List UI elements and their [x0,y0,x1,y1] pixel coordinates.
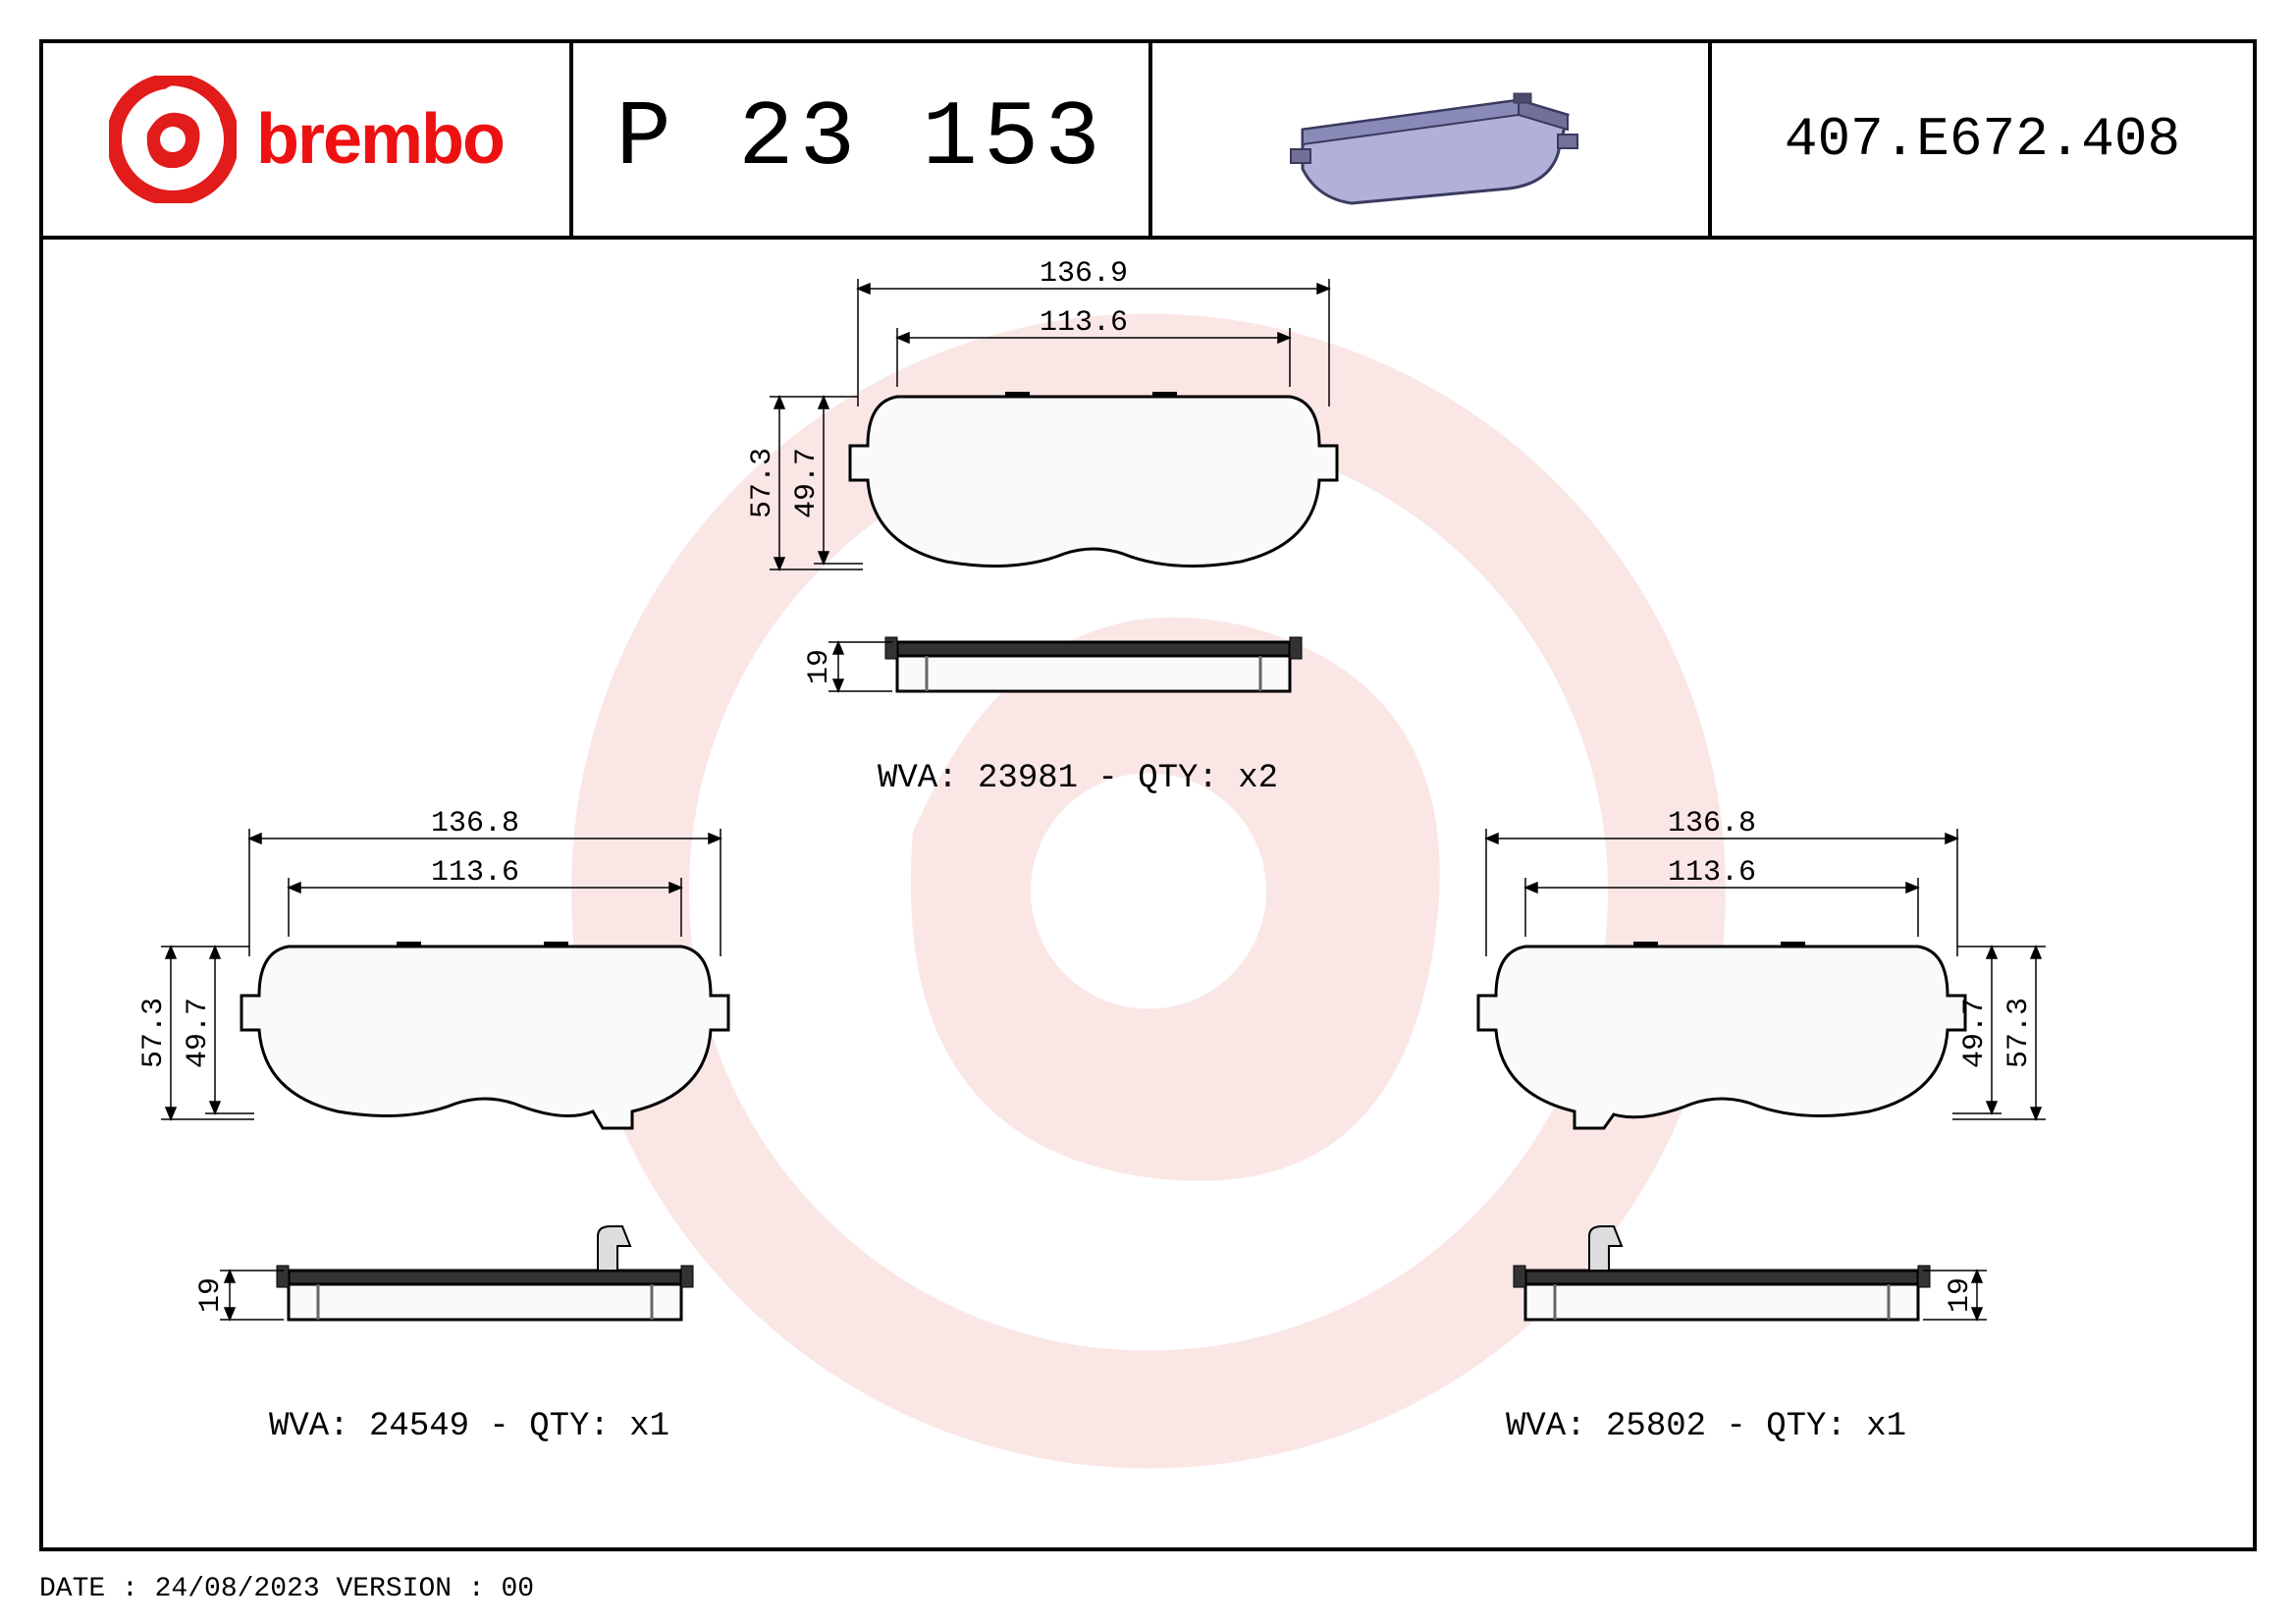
pad-left-drawing: 136.8 113.6 57 [102,799,848,1467]
brand-name: brembo [256,99,504,180]
dim-outer-height: 57.3 [2002,998,2036,1068]
logo-cell: brembo [43,43,573,236]
dim-inner-width: 113.6 [1040,306,1128,340]
pad-right-group: 136.8 113.6 [1339,799,2124,1467]
dim-outer-width: 136.9 [1040,257,1128,291]
pad-left-group: 136.8 113.6 57 [102,799,848,1467]
dim-outer-width: 136.8 [1668,807,1756,840]
pad-top-drawing: 136.9 113.6 [711,249,1457,789]
brand-logo: brembo [109,76,504,203]
dim-outer-height: 57.3 [746,448,779,518]
brembo-icon [109,76,237,203]
pad-top-group: 136.9 113.6 [711,249,1457,789]
dim-inner-height: 49.7 [790,448,824,518]
wva-label-left: WVA: 24549 - QTY: x1 [269,1408,669,1445]
dim-thickness: 19 [803,649,836,684]
dim-thickness: 19 [1944,1277,1977,1313]
part-number-cell: P 23 153 [573,43,1152,236]
part-number: P 23 153 [615,87,1105,191]
pad-right-drawing: 136.8 113.6 [1339,799,2124,1467]
dim-inner-width: 113.6 [1668,856,1756,890]
document-number-cell: 407.E672.408 [1712,43,2253,236]
pad-isometric-icon [1263,61,1597,218]
drawing-sheet: brembo P 23 153 407.E672.408 [39,39,2257,1551]
dim-inner-width: 113.6 [431,856,519,890]
document-number: 407.E672.408 [1785,108,2180,171]
dim-inner-height: 49.7 [1958,998,1992,1068]
wva-label-right: WVA: 25802 - QTY: x1 [1506,1408,1906,1445]
title-block: brembo P 23 153 407.E672.408 [43,43,2253,240]
iso-view-cell [1152,43,1712,236]
dim-outer-height: 57.3 [137,998,171,1068]
footer-text: DATE : 24/08/2023 VERSION : 00 [39,1574,534,1604]
drawing-body: 136.9 113.6 [43,240,2253,1547]
dim-outer-width: 136.8 [431,807,519,840]
dim-thickness: 19 [194,1277,228,1313]
wva-label-top: WVA: 23981 - QTY: x2 [878,760,1278,797]
dim-inner-height: 49.7 [182,998,215,1068]
